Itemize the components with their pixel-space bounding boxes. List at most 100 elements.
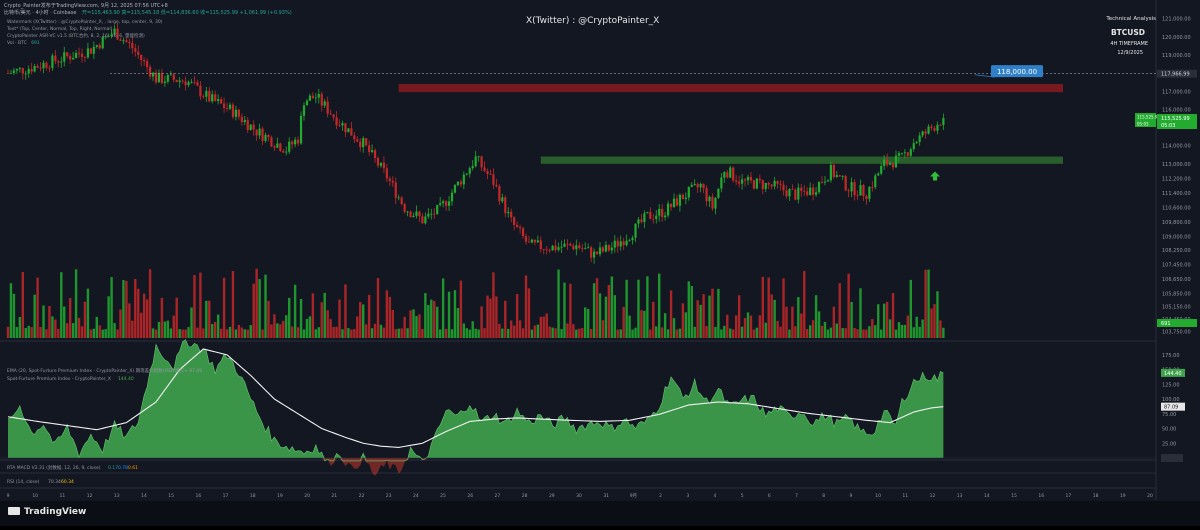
candle xyxy=(453,185,457,193)
candle xyxy=(880,165,883,174)
volume-bar xyxy=(74,269,78,338)
candle xyxy=(166,75,169,82)
indicator-axis-tag[interactable]: 87.09 xyxy=(1161,402,1185,411)
candle xyxy=(264,134,267,141)
candle xyxy=(320,93,323,106)
candle xyxy=(871,186,874,188)
candle xyxy=(592,251,596,258)
price-axis-tag[interactable]: 115,525.99 xyxy=(1157,114,1197,123)
legend-volume[interactable]: Vol · BTC 691 xyxy=(7,41,40,47)
volume-bar xyxy=(196,327,199,338)
candle xyxy=(942,118,945,126)
candle xyxy=(63,52,66,62)
volume-bar xyxy=(746,312,750,338)
volume-bar xyxy=(172,315,175,338)
volume-bar xyxy=(675,329,679,338)
volume-bar xyxy=(406,328,409,338)
volume-bar xyxy=(181,329,184,338)
candle xyxy=(273,146,276,148)
legend-watermark[interactable]: Watermark (X(Twitter) : @CryptoPainter_X… xyxy=(7,20,163,25)
price-axis-tag[interactable]: 691 xyxy=(1157,319,1197,327)
volume-bar xyxy=(521,328,525,338)
volume-bar xyxy=(438,329,442,338)
indicator-axis-tag-box xyxy=(1161,368,1185,377)
legend-asr-vc[interactable]: CryptoPainter ASR-VC v1.5 (BTC合约, 8, 2, … xyxy=(7,34,145,39)
macd-legend[interactable]: RTA MACD V2.31 (封数据, 12, 26, 9, close) xyxy=(7,464,101,471)
candle xyxy=(379,162,383,166)
candle xyxy=(812,187,815,195)
volume-bar xyxy=(116,329,119,338)
candles-layer xyxy=(6,23,945,264)
candle xyxy=(214,94,217,101)
volume-bar xyxy=(113,323,116,338)
volume-bar xyxy=(353,329,356,338)
volume-bar xyxy=(305,318,309,338)
resistance-zone[interactable] xyxy=(398,84,1064,93)
premium-legend[interactable]: Spot-Furture Premium Index - CryptoPaint… xyxy=(7,376,111,382)
candle xyxy=(6,73,10,74)
volume-bar xyxy=(347,328,350,338)
candle xyxy=(291,141,294,145)
candle xyxy=(225,108,229,109)
volume-bar xyxy=(308,316,312,338)
volume-bar xyxy=(566,323,569,338)
rsi-legend[interactable]: RSI (14, close) xyxy=(7,479,40,485)
plot-edge-tag-text: 115,525.99 xyxy=(1137,115,1160,120)
candle xyxy=(249,124,252,131)
price-axis-tag[interactable]: 05:03 xyxy=(1157,121,1197,130)
candle xyxy=(661,208,664,218)
symbol-name[interactable]: 比特币/美元 · 4小时 · Coinbase xyxy=(4,10,77,16)
time-tick-label: 24 xyxy=(413,493,419,499)
candle xyxy=(101,36,104,49)
candle xyxy=(424,216,427,224)
volume-bar xyxy=(394,329,397,338)
volume-bar xyxy=(36,277,39,338)
volume-bar xyxy=(157,321,161,338)
price-axis-tag[interactable]: 117,966.99 xyxy=(1157,69,1197,78)
target-label[interactable]: 118,000.00 xyxy=(974,65,1043,78)
legend-text[interactable]: Text* (Top, Center, Normal, Top, Right, … xyxy=(7,27,113,32)
time-tick-label: 14 xyxy=(141,493,147,499)
volume-bar xyxy=(794,326,797,338)
candle xyxy=(243,120,246,122)
candle xyxy=(729,167,732,178)
volume-bar xyxy=(800,313,803,338)
candle xyxy=(764,182,767,190)
candle xyxy=(341,123,344,126)
candle xyxy=(501,197,504,202)
volume-bar xyxy=(601,320,605,338)
tradingview-brand[interactable]: TradingView xyxy=(8,507,86,517)
candle xyxy=(803,190,806,192)
candle xyxy=(672,198,676,208)
volume-bar xyxy=(610,276,614,338)
candle xyxy=(551,245,554,251)
candle xyxy=(684,197,687,200)
volume-bar xyxy=(672,318,676,338)
price-tick-label: 120,000.00 xyxy=(1162,35,1191,41)
volume-bar xyxy=(581,328,584,338)
candle xyxy=(255,129,258,136)
target-connector xyxy=(974,74,996,78)
candle xyxy=(89,48,92,54)
candle xyxy=(705,188,708,202)
volume-bar xyxy=(826,329,830,338)
support-zone[interactable] xyxy=(540,156,1063,164)
candle xyxy=(820,182,824,183)
volume-bar xyxy=(501,328,504,338)
candle xyxy=(687,186,690,198)
volume-bar xyxy=(489,298,492,338)
volume-bar xyxy=(607,284,611,338)
candle xyxy=(699,183,702,188)
price-tick-label: 110,600.00 xyxy=(1162,205,1191,211)
ema-legend[interactable]: EMA (20, Spot-Furture Premium Index - Cr… xyxy=(7,367,202,374)
volume-bar xyxy=(569,283,572,338)
marker-layer: 118,000.00 115,525.99 05:03 xyxy=(110,65,1160,181)
candle xyxy=(33,65,36,72)
time-tick-label: 7 xyxy=(795,493,798,499)
candle xyxy=(187,82,190,86)
candle xyxy=(785,190,788,197)
volume-bar xyxy=(921,319,924,338)
indicator-axis-tag[interactable]: 144.40 xyxy=(1161,368,1185,377)
volume-bar xyxy=(755,327,759,338)
